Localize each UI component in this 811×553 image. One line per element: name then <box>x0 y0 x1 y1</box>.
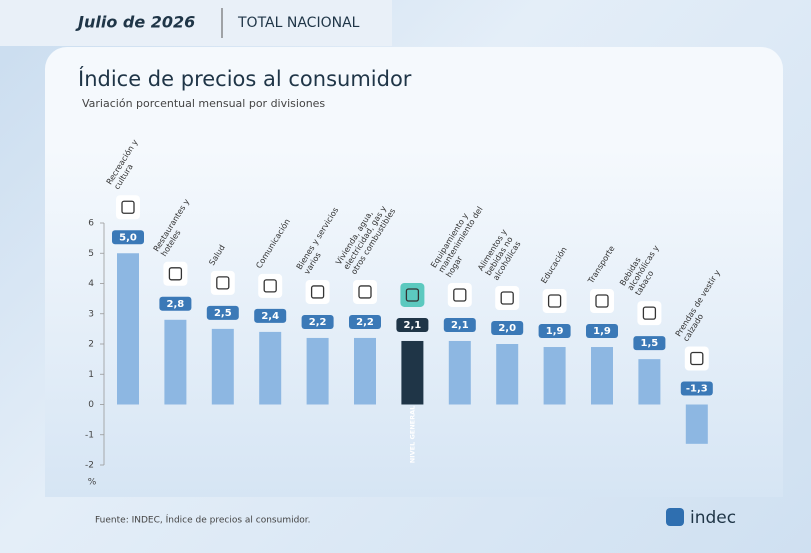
y-tick-label: 1 <box>88 370 94 380</box>
icon <box>447 282 472 307</box>
icon-glyph <box>310 285 325 299</box>
header-period: Julio de 2026 <box>75 13 195 32</box>
bar <box>117 253 139 405</box>
icon <box>258 273 283 298</box>
value-label-box <box>254 308 287 323</box>
value-label: 1,9 <box>593 326 611 337</box>
icon <box>542 289 567 314</box>
icon-glyph <box>358 285 372 299</box>
y-tick-label: -1 <box>85 430 94 440</box>
bar <box>591 347 613 405</box>
icon-glyph <box>642 306 657 320</box>
icon <box>305 279 330 304</box>
y-tick-label: -2 <box>85 461 94 471</box>
bar <box>259 331 282 405</box>
y-tick-label: 4 <box>88 279 94 289</box>
icon-glyph <box>547 294 562 308</box>
icon <box>210 270 235 295</box>
bar <box>354 337 376 405</box>
bar <box>306 337 329 405</box>
icon <box>637 301 662 326</box>
value-label-box <box>206 305 239 320</box>
value-label-box <box>680 381 713 396</box>
value-label: 2,1 <box>404 320 422 331</box>
value-label: 2,0 <box>498 323 516 334</box>
bar <box>448 340 471 405</box>
icon-glyph <box>690 351 704 366</box>
value-label: 2,2 <box>309 317 327 328</box>
value-label: 1,9 <box>546 326 564 337</box>
value-label: 2,1 <box>451 320 469 331</box>
chart-title: Índice de precios al consumidor <box>78 66 412 91</box>
y-axis-label: % <box>88 478 97 488</box>
value-label-box <box>396 317 429 332</box>
value-label-box <box>491 321 524 335</box>
value-label-box <box>349 314 381 329</box>
icon <box>163 261 188 286</box>
value-label-box <box>586 324 618 339</box>
icon-glyph <box>453 288 467 302</box>
bar <box>638 359 661 405</box>
header-band <box>0 0 392 46</box>
value-label-box <box>443 317 476 332</box>
value-label: 2,5 <box>214 308 232 319</box>
value-label: 5,0 <box>119 232 137 243</box>
icon-glyph <box>216 276 230 290</box>
icon-glyph <box>121 200 135 214</box>
bar <box>164 319 187 405</box>
logo-icon <box>666 508 684 526</box>
value-label: -1,3 <box>686 384 708 395</box>
icon-glyph <box>500 291 514 305</box>
y-tick-label: 0 <box>88 400 94 410</box>
value-label-box <box>159 296 192 311</box>
bar <box>685 404 708 444</box>
icon <box>400 282 425 307</box>
value-label: 2,8 <box>167 299 185 310</box>
value-label: 2,2 <box>356 317 374 328</box>
icon <box>116 195 140 220</box>
icon-glyph <box>263 279 277 293</box>
icon-glyph <box>595 294 609 308</box>
icon <box>353 279 377 304</box>
icon-glyph <box>405 288 420 302</box>
icon <box>495 286 520 310</box>
category-label: NIVEL GENERAL <box>408 406 416 464</box>
value-label-box <box>112 230 144 245</box>
bar <box>543 347 566 405</box>
value-label: 2,4 <box>261 311 279 322</box>
chart-subtitle: Variación porcentual mensual por divisio… <box>82 97 325 110</box>
value-label-box <box>538 324 571 339</box>
value-label-box <box>633 336 666 351</box>
icon-glyph <box>168 267 183 281</box>
value-label-box <box>301 314 334 329</box>
icon <box>590 289 614 314</box>
bar <box>496 344 519 405</box>
y-tick-label: 5 <box>88 249 94 259</box>
icon <box>684 346 709 371</box>
header-scope: TOTAL NACIONAL <box>237 15 360 31</box>
source: Fuente: INDEC, Índice de precios al cons… <box>95 514 311 526</box>
logo: indec <box>690 508 736 528</box>
bar <box>211 328 234 405</box>
bar <box>401 340 424 405</box>
value-label: 1,5 <box>641 338 659 349</box>
y-tick-label: 6 <box>88 219 94 229</box>
y-tick-label: 2 <box>88 340 94 350</box>
y-tick-label: 3 <box>88 309 94 319</box>
